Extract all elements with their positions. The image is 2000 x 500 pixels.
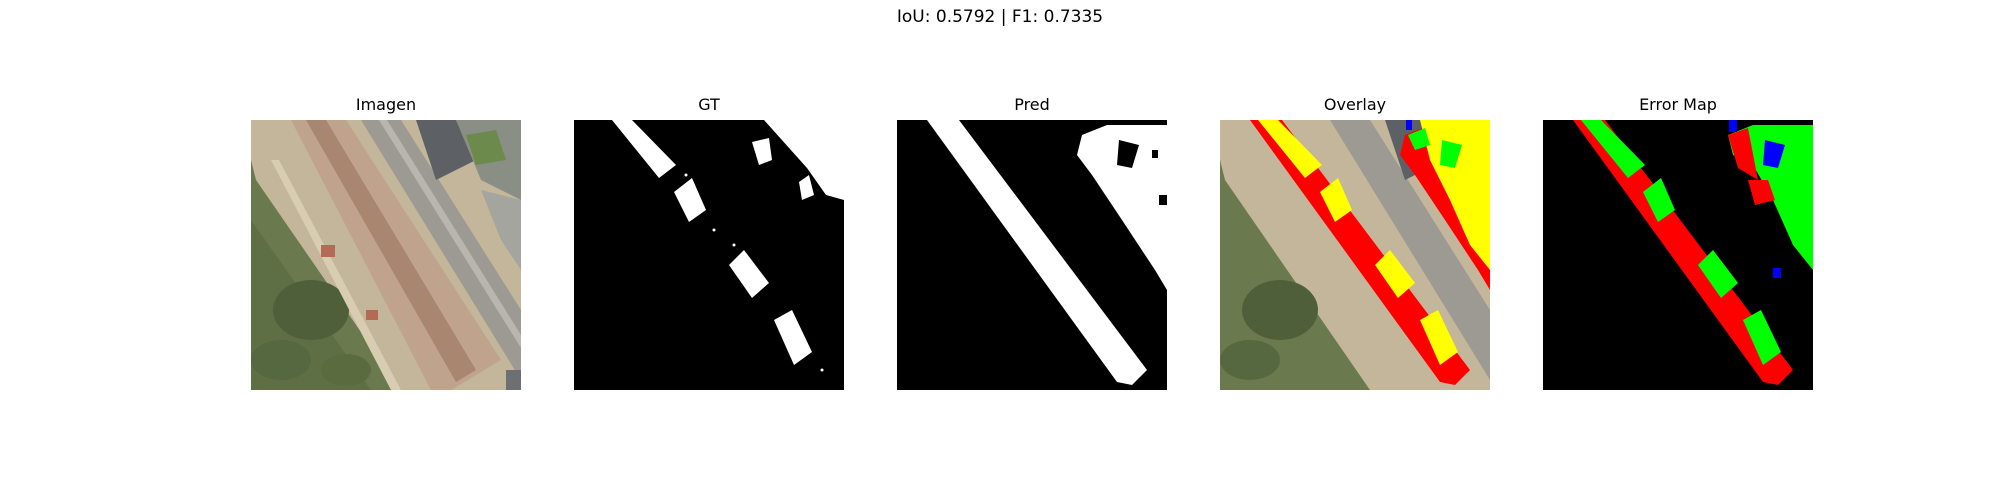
- panel-title-imagen: Imagen: [355, 95, 417, 114]
- panel-title-pred: Pred: [1014, 95, 1050, 114]
- error-map-image: [1543, 120, 1813, 390]
- prediction-mask: [897, 120, 1167, 390]
- panel-title-gt: GT: [698, 95, 720, 114]
- aerial-image: [251, 120, 521, 390]
- panel-title-overlay: Overlay: [1323, 95, 1387, 114]
- panel-title-error-map: Error Map: [1639, 95, 1717, 114]
- overlay-image: [1220, 120, 1490, 390]
- ground-truth-mask: [574, 120, 844, 390]
- figure-suptitle: IoU: 0.5792 | F1: 0.7335: [896, 7, 1104, 27]
